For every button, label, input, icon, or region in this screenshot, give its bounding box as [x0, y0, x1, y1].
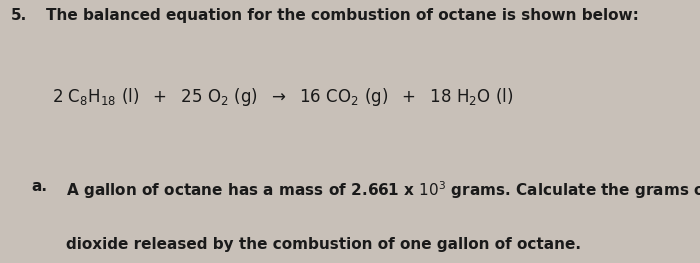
- Text: A gallon of octane has a mass of 2.661 x $10^3$ grams. Calculate the grams of ca: A gallon of octane has a mass of 2.661 x…: [66, 179, 700, 201]
- Text: a.: a.: [32, 179, 48, 194]
- Text: $2\ \mathrm{C_8H_{18}}\ \mathrm{(l)}$$\ \ +\ \ $$25\ \mathrm{O_2}\ \mathrm{(g)}$: $2\ \mathrm{C_8H_{18}}\ \mathrm{(l)}$$\ …: [52, 86, 514, 108]
- Text: 5.: 5.: [10, 8, 27, 23]
- Text: The balanced equation for the combustion of octane is shown below:: The balanced equation for the combustion…: [46, 8, 638, 23]
- Text: dioxide released by the combustion of one gallon of octane.: dioxide released by the combustion of on…: [66, 237, 582, 252]
